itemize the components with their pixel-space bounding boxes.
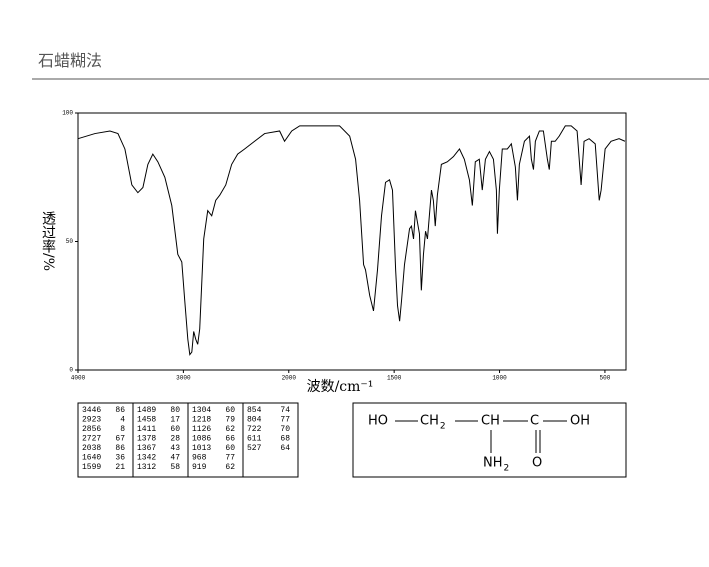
peak-transmittance: 17 (170, 416, 180, 425)
peak-transmittance: 60 (225, 444, 235, 453)
peak-transmittance: 86 (115, 406, 125, 415)
peak-transmittance: 64 (280, 444, 290, 453)
peak-transmittance: 60 (225, 406, 235, 415)
peak-wavenumber: 2038 (82, 444, 101, 453)
peak-wavenumber: 611 (247, 435, 262, 444)
peak-transmittance: 60 (170, 425, 180, 434)
peak-transmittance: 21 (115, 463, 125, 472)
y-tick-label: 0 (69, 367, 73, 374)
x-axis-label: 波数/cm⁻¹ (307, 379, 374, 395)
y-tick-label: 100 (62, 110, 73, 117)
peak-transmittance: 86 (115, 444, 125, 453)
peak-transmittance: 62 (225, 463, 235, 472)
peak-wavenumber: 2727 (82, 435, 101, 444)
peak-wavenumber: 3446 (82, 406, 101, 415)
peak-wavenumber: 2856 (82, 425, 101, 434)
x-tick-label: 1000 (492, 375, 507, 382)
x-tick-label: 2000 (282, 375, 297, 382)
peak-wavenumber: 1312 (137, 463, 156, 472)
peak-wavenumber: 722 (247, 425, 262, 434)
structure-bonds (395, 420, 567, 453)
structure-group: O (532, 456, 542, 471)
peak-wavenumber: 1304 (192, 406, 211, 415)
peak-wavenumber: 1458 (137, 416, 156, 425)
peak-transmittance: 58 (170, 463, 180, 472)
peak-wavenumber: 919 (192, 463, 207, 472)
peak-transmittance: 77 (280, 416, 290, 425)
peak-wavenumber: 1218 (192, 416, 211, 425)
peak-transmittance: 62 (225, 425, 235, 434)
x-tick-label: 1500 (387, 375, 402, 382)
x-tick-label: 4000 (71, 375, 86, 382)
peak-transmittance: 68 (280, 435, 290, 444)
y-tick-label: 50 (66, 238, 74, 245)
peak-transmittance: 28 (170, 435, 180, 444)
structure-group: NH (483, 456, 503, 471)
structure-subscript: 2 (440, 422, 446, 432)
spectrum-line (77, 125, 626, 356)
peak-wavenumber: 1378 (137, 435, 156, 444)
peak-wavenumber: 1411 (137, 425, 156, 434)
peak-transmittance: 4 (120, 416, 125, 425)
peak-wavenumber: 1367 (137, 444, 156, 453)
peak-transmittance: 8 (120, 425, 125, 434)
structure-frame (352, 402, 627, 478)
peak-transmittance: 70 (280, 425, 290, 434)
header-title: 石蜡糊法 (38, 52, 102, 70)
peak-transmittance: 67 (115, 435, 125, 444)
peak-wavenumber: 1126 (192, 425, 211, 434)
y-axis-label: 透过率/% (40, 211, 56, 271)
structure-subscript: 2 (504, 464, 510, 474)
peak-transmittance: 47 (170, 454, 180, 463)
x-tick-label: 500 (600, 375, 611, 382)
structure-group: CH (481, 414, 500, 429)
peak-transmittance: 77 (225, 454, 235, 463)
peak-wavenumber: 1640 (82, 454, 101, 463)
peak-wavenumber: 527 (247, 444, 262, 453)
peak-wavenumber: 1342 (137, 454, 156, 463)
structure-group: C (530, 414, 539, 429)
peak-wavenumber: 804 (247, 416, 262, 425)
structure-group: OH (570, 414, 590, 429)
peak-transmittance: 79 (225, 416, 235, 425)
peak-transmittance: 80 (170, 406, 180, 415)
peak-wavenumber: 854 (247, 406, 262, 415)
peak-wavenumber: 2923 (82, 416, 101, 425)
peak-wavenumber: 1489 (137, 406, 156, 415)
x-tick-label: 3000 (176, 375, 191, 382)
structure-group: HO (368, 414, 388, 429)
peak-wavenumber: 1086 (192, 435, 211, 444)
peak-wavenumber: 1599 (82, 463, 101, 472)
peak-wavenumber: 968 (192, 454, 207, 463)
plot-frame (77, 112, 627, 371)
peak-wavenumber: 1013 (192, 444, 211, 453)
peak-transmittance: 74 (280, 406, 290, 415)
peak-transmittance: 43 (170, 444, 180, 453)
peak-transmittance: 66 (225, 435, 235, 444)
peak-transmittance: 36 (115, 454, 125, 463)
structure-group: CH (420, 414, 439, 429)
